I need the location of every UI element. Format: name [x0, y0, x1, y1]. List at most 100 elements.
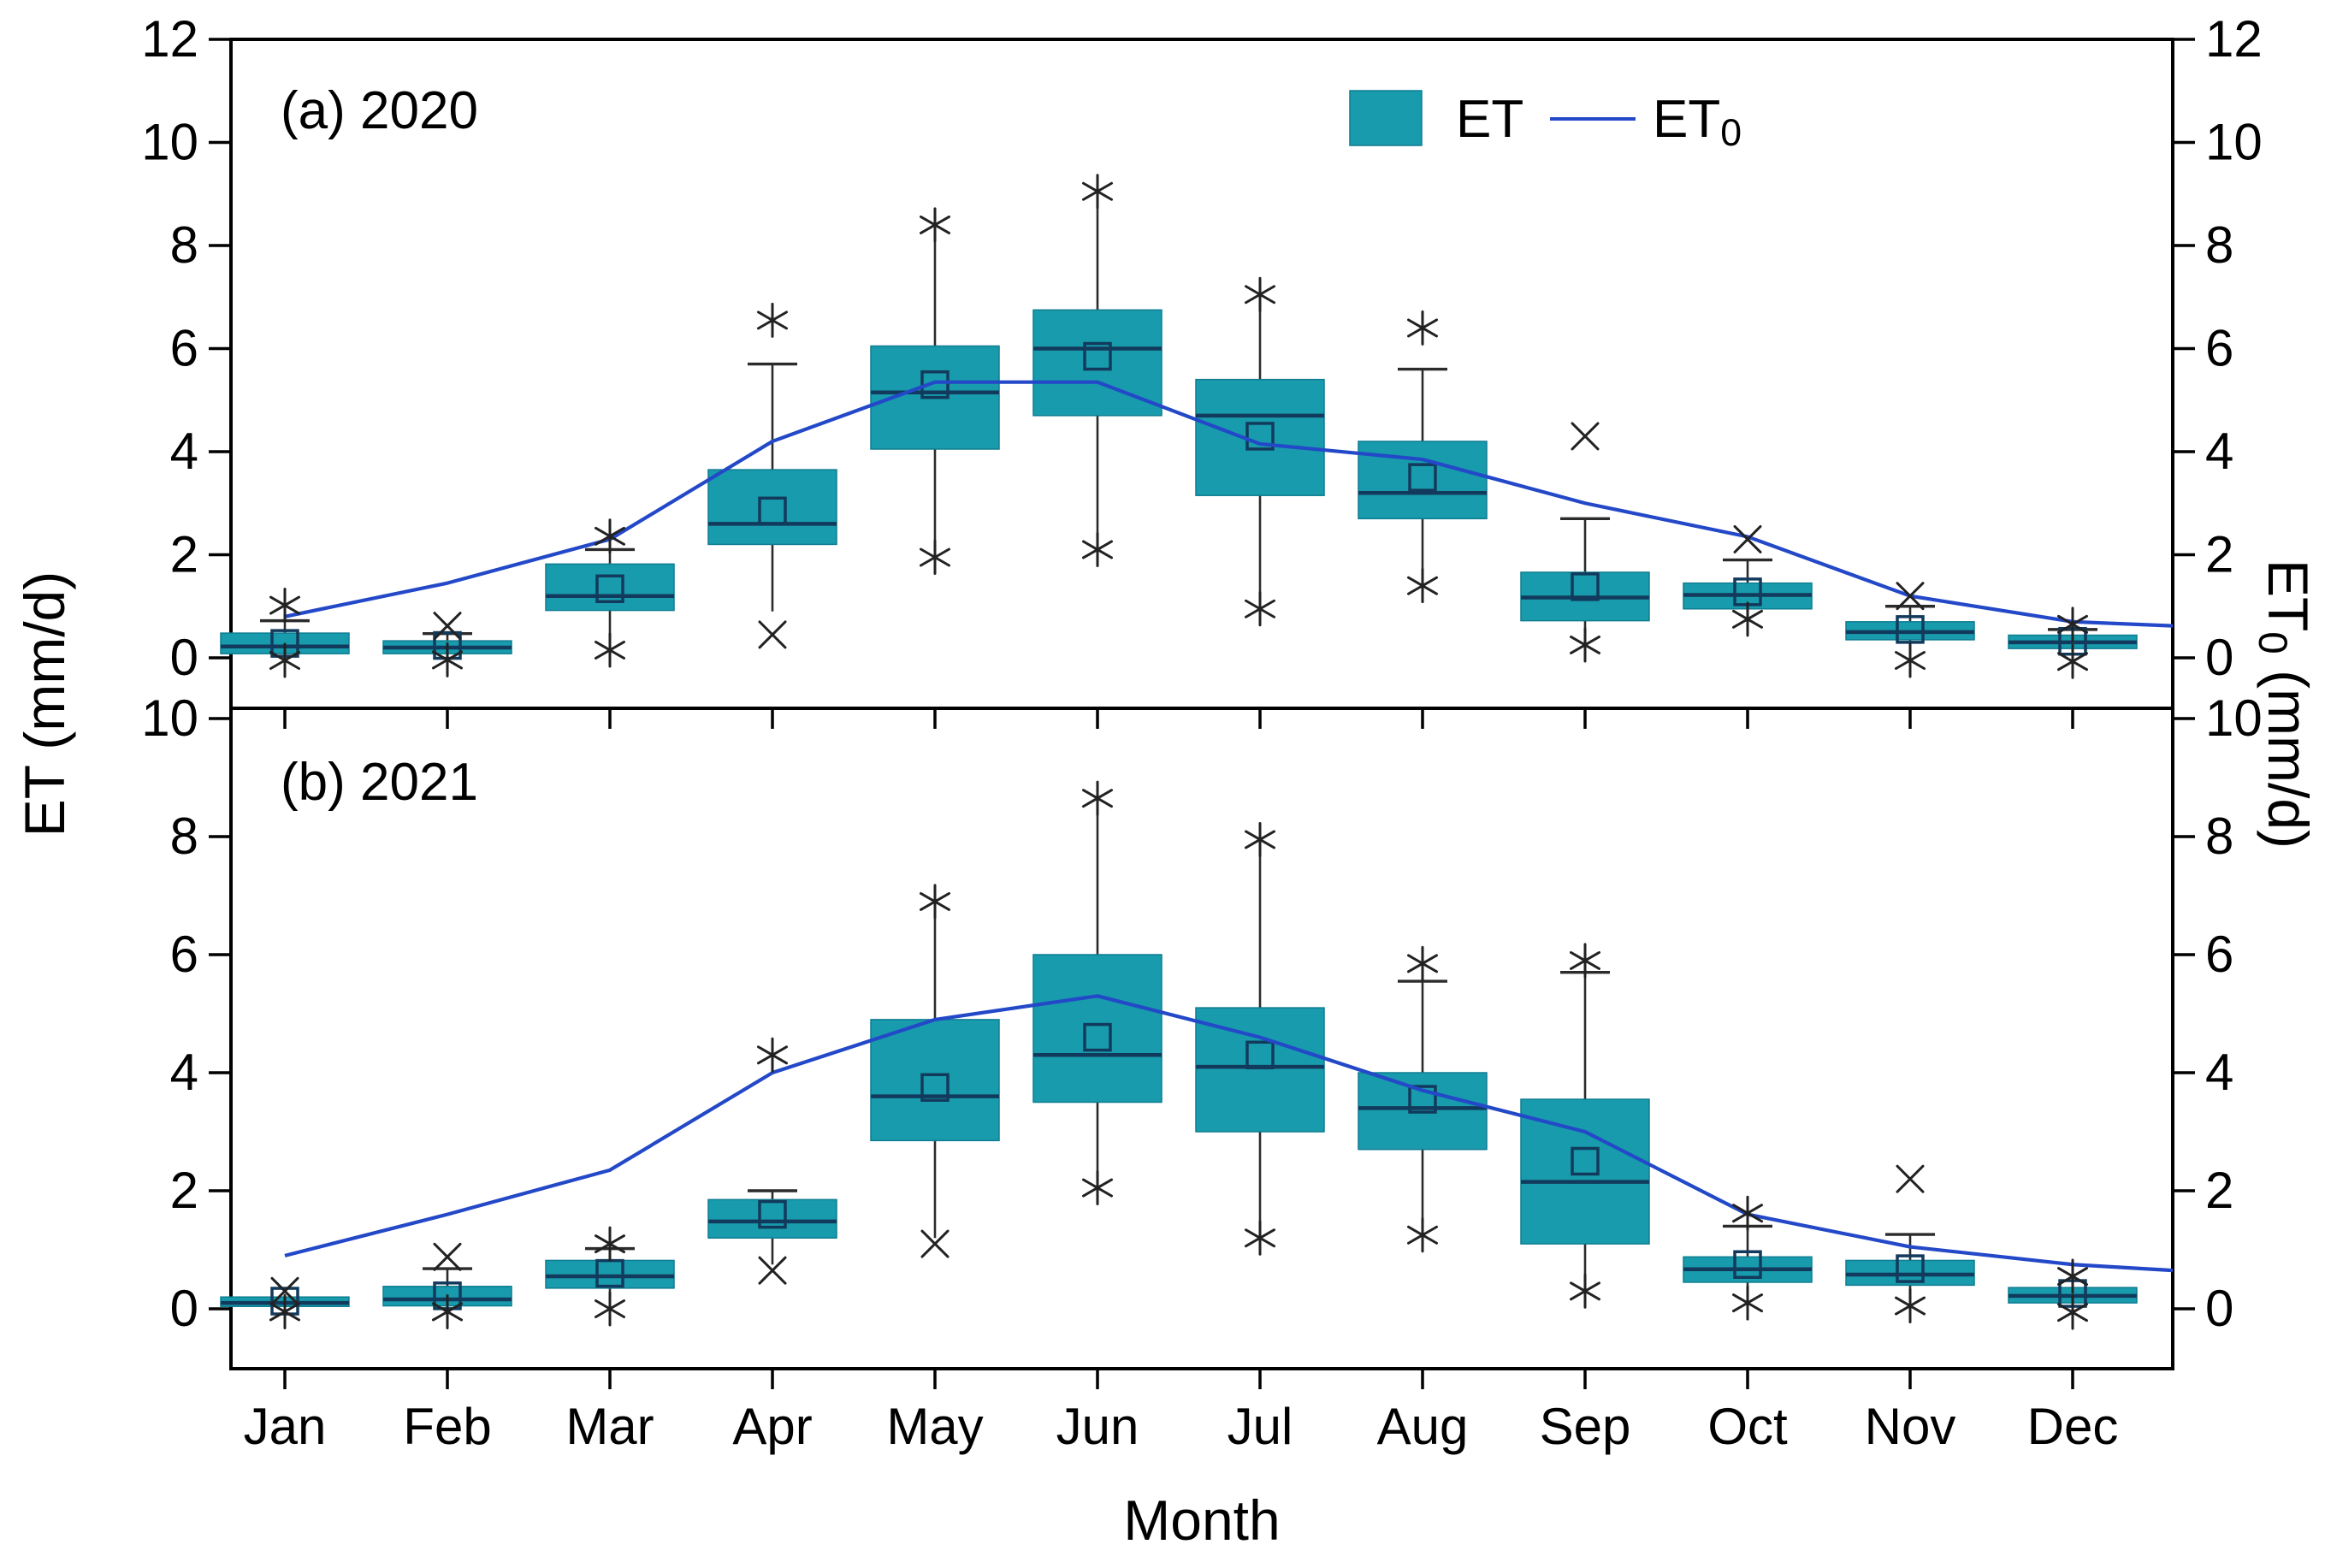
box-group-oct: [1683, 1224, 1813, 1298]
outlier-star-icon: [920, 540, 950, 576]
cross-ray: [758, 620, 787, 649]
outlier-star-icon: [1082, 780, 1113, 816]
star-ray: [920, 891, 950, 911]
outlier-star-icon: [1407, 1217, 1438, 1253]
box-group-apr: [707, 1189, 837, 1265]
cross-ray: [433, 612, 462, 641]
outlier-star-icon: [1732, 1195, 1763, 1231]
outlier-cross-icon: [1896, 582, 1925, 611]
outlier-cross-icon: [1896, 1164, 1925, 1193]
star-ray: [1245, 599, 1275, 618]
outlier-star-icon: [2057, 606, 2088, 642]
plot-frame: [229, 38, 2174, 1370]
cross-ray: [758, 1256, 787, 1285]
month-label: Sep: [1540, 1398, 1631, 1455]
iqr-box: [1358, 441, 1488, 520]
star-ray: [1570, 1281, 1600, 1301]
box-group-nov: [1845, 605, 1975, 655]
star-ray: [1570, 950, 1600, 970]
mean-marker: [1083, 341, 1112, 371]
cross-ray: [433, 1242, 462, 1271]
outlier-star-icon: [1895, 642, 1926, 678]
y-tick-label-right: 10: [2205, 689, 2263, 747]
star-ray: [757, 1045, 788, 1065]
star-ray: [1082, 540, 1113, 559]
box-group-aug: [1358, 367, 1488, 583]
outlier-star-icon: [269, 642, 300, 678]
outlier-cross-icon: [758, 620, 787, 649]
star-ray: [1082, 1178, 1113, 1198]
panel-label: (a) 2020: [281, 81, 478, 140]
star-ray: [1245, 285, 1275, 305]
box-group-sep: [1520, 517, 1650, 642]
mean-marker: [1408, 463, 1437, 492]
outlier-star-icon: [920, 207, 950, 243]
cross-ray: [920, 1229, 950, 1258]
outlier-star-icon: [2057, 1258, 2088, 1294]
outlier-star-icon: [1570, 1273, 1600, 1309]
star-ray: [1407, 318, 1438, 338]
y-tick-label-left: 4: [170, 1044, 198, 1101]
y-tick-label-right: 4: [2205, 423, 2233, 480]
star-ray: [1082, 789, 1113, 808]
cross-ray: [1571, 422, 1600, 451]
month-label: Apr: [732, 1398, 812, 1455]
iqr-box: [870, 1019, 1000, 1142]
iqr-box: [707, 1198, 837, 1239]
outlier-star-icon: [1407, 945, 1438, 981]
y-tick-label-left: 10: [141, 689, 198, 747]
star-ray: [269, 651, 300, 671]
y-tick-label-left: 0: [170, 629, 198, 686]
star-ray: [269, 595, 300, 615]
star-ray: [595, 1299, 625, 1318]
et0-line: [284, 994, 2174, 1273]
outlier-star-icon: [757, 302, 788, 338]
box-group-nov: [1845, 1233, 1975, 1304]
mean-marker: [758, 496, 787, 526]
y-axis-title-right: ET0 (mm/d): [2250, 559, 2320, 849]
box-group-may: [870, 913, 1000, 1239]
star-ray: [432, 1302, 463, 1322]
month-label: Oct: [1707, 1398, 1788, 1455]
month-label: Mar: [565, 1398, 654, 1455]
y-tick-label-right: 10: [2205, 114, 2263, 171]
y-tick-label-left: 6: [170, 926, 198, 983]
star-ray: [1407, 576, 1438, 595]
outlier-star-icon: [432, 1293, 463, 1329]
iqr-box: [1032, 954, 1162, 1104]
outlier-star-icon: [269, 588, 300, 624]
star-ray: [2057, 614, 2088, 634]
legend-box-label: ET: [1456, 90, 1523, 149]
cross-ray: [1896, 1164, 1925, 1193]
y-tick-label-left: 0: [170, 1280, 198, 1337]
y-axis-title-left: ET (mm/d): [13, 571, 76, 837]
box-group-jun: [1032, 813, 1162, 1182]
star-ray: [2057, 1267, 2088, 1287]
iqr-box: [1195, 378, 1325, 496]
outlier-cross-icon: [920, 1229, 950, 1258]
outlier-star-icon: [595, 632, 625, 668]
outlier-star-icon: [1245, 821, 1275, 857]
mean-marker: [1896, 1254, 1925, 1283]
outlier-star-icon: [1245, 1220, 1275, 1256]
outlier-star-icon: [1895, 1288, 1926, 1324]
mean-marker: [1571, 572, 1600, 601]
outlier-cross-icon: [758, 1256, 787, 1285]
outlier-star-icon: [2057, 1294, 2088, 1330]
star-ray: [757, 311, 788, 330]
y-tick-label-left: 8: [170, 216, 198, 274]
y-tick-label-right: 8: [2205, 216, 2233, 274]
panel-b: 0 0 2 2 4 4 6 6 8 8 10 10 (b) 2021: [141, 689, 2263, 1389]
outlier-star-icon: [1245, 276, 1275, 312]
box-group-sep: [1520, 970, 1650, 1288]
y-tick-label-right: 6: [2205, 320, 2233, 377]
iqr-box: [545, 563, 675, 612]
star-ray: [269, 1302, 300, 1322]
star-ray: [1570, 635, 1600, 654]
outlier-star-icon: [2057, 643, 2088, 679]
star-ray: [595, 526, 625, 546]
mean-marker: [595, 574, 624, 604]
outlier-star-icon: [1570, 627, 1600, 663]
star-ray: [1407, 1225, 1438, 1245]
outlier-star-icon: [432, 642, 463, 677]
